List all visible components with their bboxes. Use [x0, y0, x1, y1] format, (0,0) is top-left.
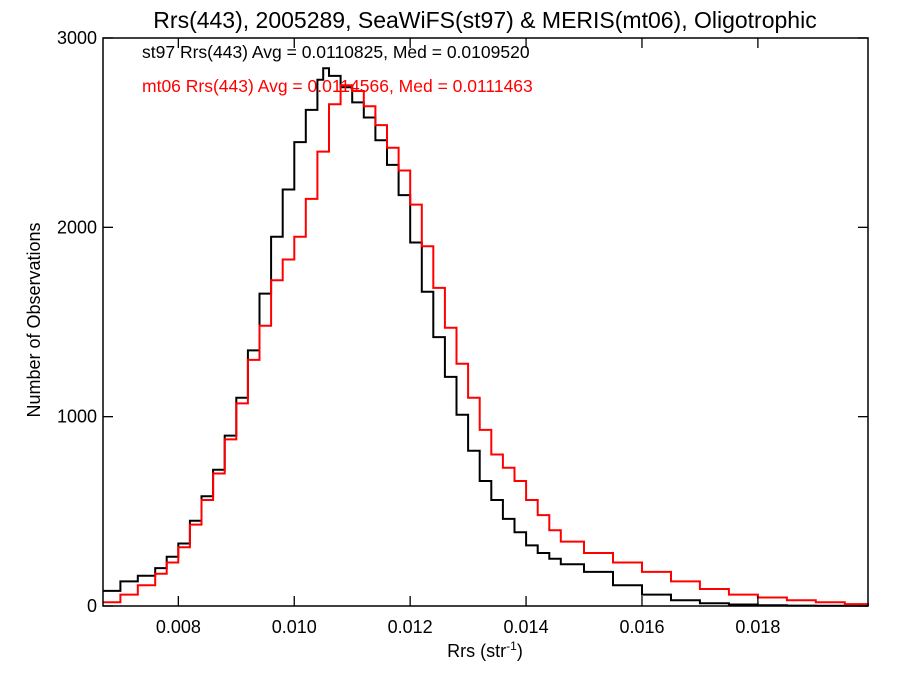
x-tick-label: 0.012: [388, 617, 433, 637]
x-axis-label-main: Rrs (str: [447, 641, 506, 661]
x-axis-label-superscript: -1: [506, 639, 517, 653]
x-tick-label: 0.008: [156, 617, 201, 637]
y-tick-label: 2000: [57, 217, 97, 237]
series-0-line: [103, 67, 869, 607]
y-tick-label: 1000: [57, 407, 97, 427]
y-tick-label: 3000: [57, 28, 97, 48]
annotation-st97-stats: st97 Rrs(443) Avg = 0.0110825, Med = 0.0…: [142, 42, 530, 62]
plot-frame: [102, 37, 869, 607]
chart-title: Rrs(443), 2005289, SeaWiFS(st97) & MERIS…: [153, 7, 816, 33]
x-axis-ticks: 0.008 0.010 0.012 0.014 0.016 0.018: [156, 38, 780, 637]
x-axis-label-suffix: ): [517, 641, 523, 661]
x-tick-label: 0.014: [504, 617, 549, 637]
x-tick-label: 0.016: [619, 617, 664, 637]
x-axis-label: Rrs (str-1): [447, 639, 523, 661]
y-axis-ticks: 0 1000 2000 3000: [57, 28, 868, 616]
series-1-line: [103, 84, 869, 606]
y-tick-label: 0: [87, 596, 97, 616]
series-layer: [103, 67, 869, 607]
annotation-mt06-stats: mt06 Rrs(443) Avg = 0.0114566, Med = 0.0…: [142, 76, 533, 96]
x-tick-label: 0.010: [272, 617, 317, 637]
y-axis-label: Number of Observations: [24, 222, 44, 417]
x-tick-label: 0.018: [735, 617, 780, 637]
